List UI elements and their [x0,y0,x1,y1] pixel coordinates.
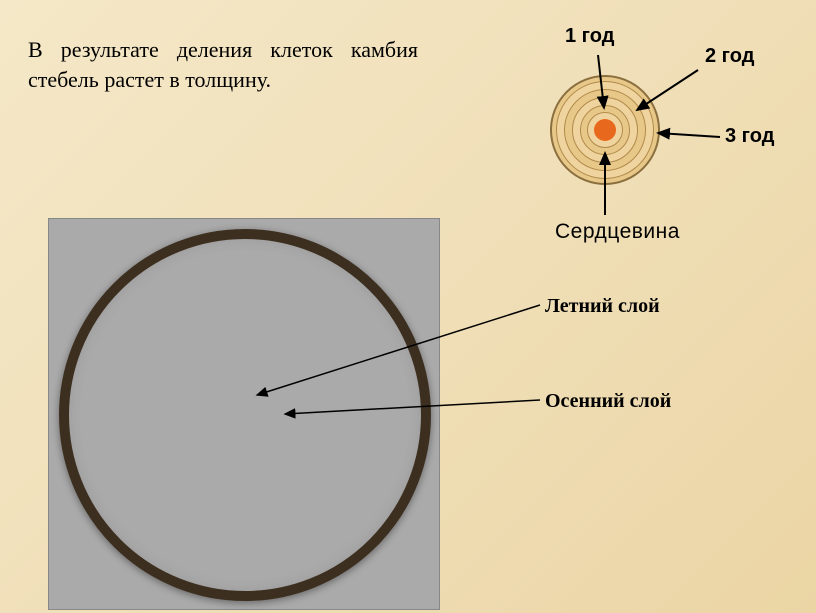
label-summer-layer: Летний слой [545,295,660,318]
ring-heartwood [594,119,616,141]
wood-cross-section-photo [48,218,440,610]
main-description: В результате деления клеток камбия стебе… [28,35,418,94]
ring-schematic [550,75,660,185]
wood-rings [59,229,431,601]
label-year-1: 1 год [565,25,614,48]
label-year-2: 2 год [705,45,754,68]
year-ring-diagram: 1 год 2 год 3 год Сердцевина [470,15,800,245]
label-year-3: 3 год [725,125,774,148]
label-autumn-layer: Осенний слой [545,390,671,413]
label-heartwood: Сердцевина [555,220,680,244]
